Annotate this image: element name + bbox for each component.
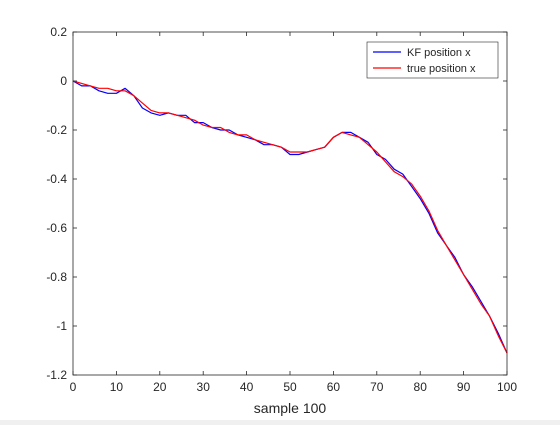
y-tick-label: 0 — [60, 74, 67, 88]
series-layer — [72, 80, 508, 354]
y-tick-label: -0.6 — [46, 221, 67, 235]
plot-area — [73, 32, 507, 375]
x-tick-label: 10 — [110, 380, 124, 394]
x-tick-label: 90 — [457, 380, 471, 394]
x-tick-label: 20 — [153, 380, 167, 394]
x-tick-label: 0 — [70, 380, 77, 394]
x-tick-label: 80 — [414, 380, 428, 394]
series-line-1 — [72, 80, 508, 354]
legend-box — [366, 41, 499, 79]
axes-layer: 0 10 20 30 40 50 60 70 80 90 100 0.2 0 -0.2 -0.4 -0.6 -0… — [46, 25, 517, 394]
series-line-2 — [72, 80, 508, 354]
legend-label-2: true position x — [407, 63, 476, 75]
x-tick-label: 60 — [327, 380, 341, 394]
x-tick-label: 30 — [197, 380, 211, 394]
y-tick-label: -1.2 — [46, 368, 67, 382]
x-tick-label: 50 — [283, 380, 297, 394]
x-tick-label: 100 — [497, 380, 517, 394]
x-axis-label: sample 100 — [254, 400, 327, 416]
x-tick-label: 40 — [240, 380, 254, 394]
legend: KF position x true position x — [366, 41, 499, 79]
y-tick-label: 0.2 — [50, 25, 67, 39]
y-tick-label: -0.4 — [46, 172, 67, 186]
y-tick-label: -0.2 — [46, 123, 67, 137]
legend-label-1: KF position x — [407, 47, 471, 59]
x-tick-label: 70 — [370, 380, 384, 394]
y-tick-label: -0.8 — [46, 270, 67, 284]
y-tick-label: -1 — [56, 319, 67, 333]
